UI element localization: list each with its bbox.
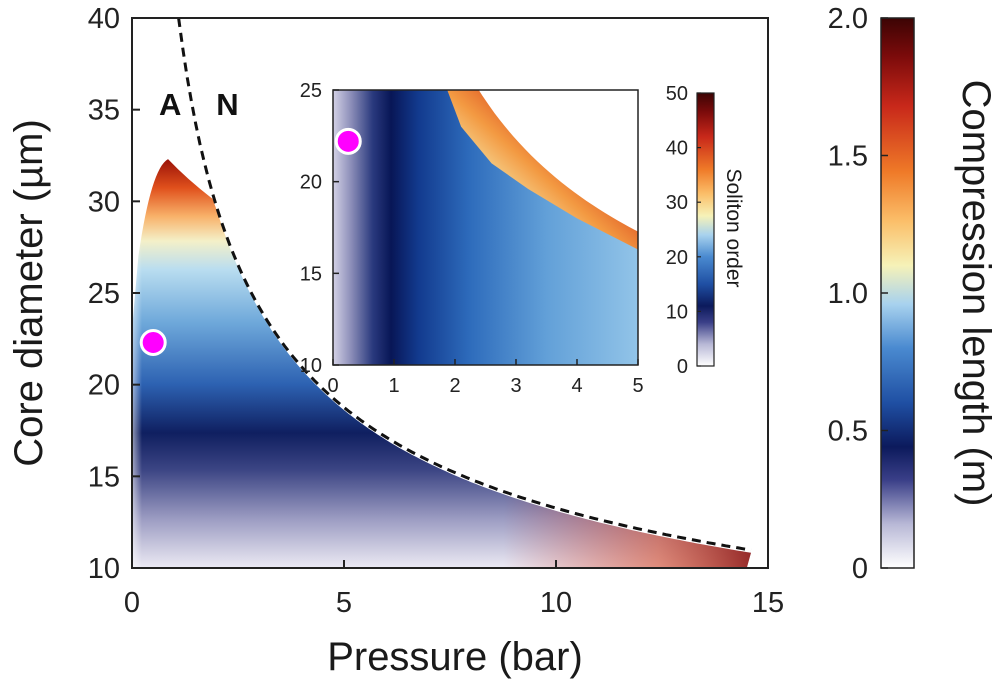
inset-colorbar-tick-label: 20 [666,247,688,269]
inset-x-tick-label: 5 [632,375,643,397]
inset-colorbar-tick-label: 10 [666,301,688,323]
main-y-tick-label: 20 [88,370,120,402]
main-x-tick-label: 5 [336,587,352,619]
inset-colorbar-tick-label: 40 [666,138,688,160]
inset-x-tick-label: 4 [571,375,582,397]
main-colorbar-tick-label: 1.5 [828,141,868,173]
heatmap-boundary-shading [132,159,751,568]
main-x-tick-label: 0 [124,587,140,619]
inset-y-tick-label: 25 [300,80,322,102]
main-y-tick-label: 40 [88,3,120,35]
inset-x-tick-label: 2 [449,375,460,397]
inset-marker-dot [334,127,362,155]
main-y-tick-label: 10 [88,553,120,585]
inset-colorbar-gradient [696,92,715,367]
main-colorbar-tick-label: 2.0 [828,3,868,35]
inset-colorbar-label: Soliton order [722,168,745,287]
boundary-dashed-curve [177,17,752,552]
region-label-n: N [216,87,238,122]
region-label-a: A [159,87,181,122]
inset-y-tick-label: 15 [300,263,322,285]
main-x-tick-label: 10 [540,587,572,619]
compression-length-colorbar: 0 0.5 1.0 1.5 2.0 Compression length (m) [828,3,998,585]
main-y-tick-label: 15 [88,461,120,493]
inset-colorbar-tick-label: 50 [666,83,688,105]
soliton-order-colorbar: 0 10 20 30 40 50 Soliton order [666,83,745,378]
inset-plot-area: 0 1 2 3 4 5 10 15 20 25 [300,80,644,397]
inset-x-tick-label: 3 [510,375,521,397]
inset-colorbar-tick-label: 30 [666,192,688,214]
main-marker-dot [139,329,167,356]
main-y-tick-label: 35 [88,95,120,127]
main-x-axis-label: Pressure (bar) [327,635,583,679]
inset-y-tick-label: 10 [300,355,322,377]
inset-x-tick-label: 0 [327,375,338,397]
main-colorbar-tick-label: 0 [852,553,868,585]
inset-blank-region [478,90,638,232]
main-colorbar-label: Compression length (m) [954,80,998,507]
main-y-tick-label: 25 [88,278,120,310]
main-colorbar-tick-label: 0.5 [828,416,868,448]
main-x-tick-label: 15 [752,587,784,619]
inset-y-tick-label: 20 [300,172,322,194]
main-y-axis-label: Core diameter (µm) [7,119,51,467]
main-y-tick-label: 30 [88,186,120,218]
inset-plot-frame [332,89,639,366]
inset-x-tick-label: 1 [388,375,399,397]
inset-colorbar-tick-label: 0 [677,356,688,378]
main-colorbar-tick-label: 1.0 [828,278,868,310]
